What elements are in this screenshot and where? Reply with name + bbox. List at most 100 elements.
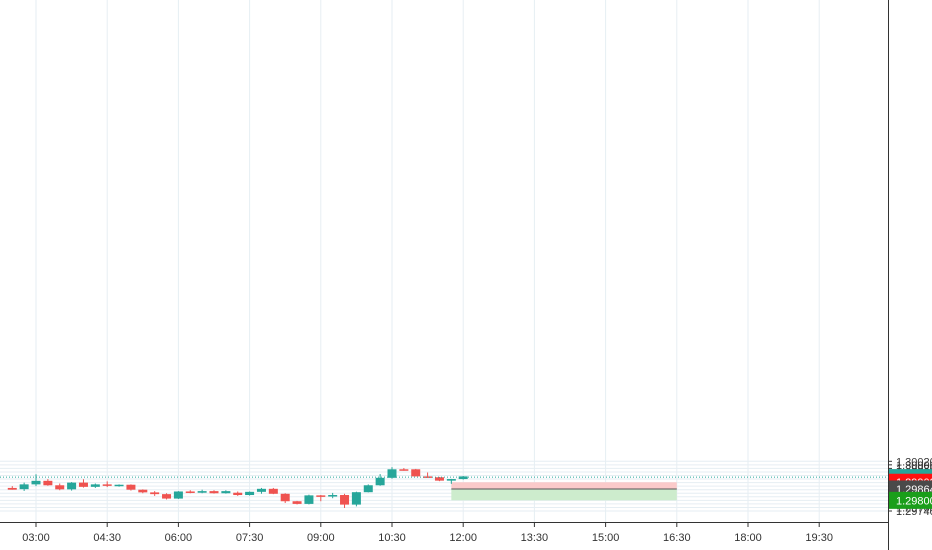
candle-bullish[interactable] bbox=[19, 482, 29, 491]
candle-body bbox=[126, 484, 136, 490]
candle-body bbox=[387, 469, 397, 478]
candle-body bbox=[316, 495, 326, 497]
candle-body bbox=[90, 484, 100, 487]
candle-bearish[interactable] bbox=[316, 495, 326, 502]
candle-body bbox=[78, 482, 88, 487]
candle-body bbox=[446, 479, 456, 481]
candle-body bbox=[19, 484, 29, 490]
candle-bearish[interactable] bbox=[7, 486, 17, 490]
candle-bullish[interactable] bbox=[173, 491, 183, 499]
candle-body bbox=[458, 476, 468, 480]
time-tick-label: 07:30 bbox=[236, 532, 264, 544]
price-tick-label: 1.30000 bbox=[896, 460, 932, 472]
grid-lines bbox=[0, 0, 888, 522]
candle-bullish[interactable] bbox=[256, 487, 266, 494]
candle-bearish[interactable] bbox=[126, 484, 136, 491]
candle-bullish[interactable] bbox=[363, 484, 373, 493]
candle-body bbox=[399, 469, 409, 471]
candle-bullish[interactable] bbox=[90, 483, 100, 488]
axes bbox=[0, 0, 889, 550]
time-tick-label: 13:30 bbox=[521, 532, 549, 544]
time-tick-label: 15:00 bbox=[592, 532, 620, 544]
time-tick-label: 09:00 bbox=[307, 532, 335, 544]
target-price-badge-text: 1.29800 bbox=[896, 495, 932, 507]
candle-body bbox=[375, 477, 385, 486]
candle-body bbox=[114, 484, 124, 487]
candle-body bbox=[43, 480, 53, 486]
time-tick-label: 04:30 bbox=[93, 532, 121, 544]
candle-bearish[interactable] bbox=[102, 481, 112, 488]
candle-bearish[interactable] bbox=[78, 479, 88, 488]
candle-bearish[interactable] bbox=[292, 500, 302, 505]
candle-body bbox=[268, 488, 278, 494]
price-tick-label: 1.29740 bbox=[896, 506, 932, 518]
time-tick-label: 06:00 bbox=[165, 532, 193, 544]
candle-body bbox=[31, 480, 41, 485]
candle-body bbox=[55, 485, 65, 490]
candle-bullish[interactable] bbox=[245, 491, 255, 496]
candle-bearish[interactable] bbox=[43, 479, 53, 486]
candle-bullish[interactable] bbox=[67, 482, 77, 491]
long-position-tool[interactable] bbox=[451, 482, 677, 501]
candle-body bbox=[173, 491, 183, 499]
target-price-badge-bg bbox=[889, 491, 932, 509]
time-tick-label: 18:00 bbox=[734, 532, 762, 544]
candle-body bbox=[256, 488, 266, 492]
candle-bullish[interactable] bbox=[458, 476, 468, 480]
candle-bullish[interactable] bbox=[304, 494, 314, 505]
candle-bullish[interactable] bbox=[387, 467, 397, 479]
candle-body bbox=[351, 492, 361, 505]
stop-loss-zone[interactable] bbox=[451, 482, 677, 489]
candle-body bbox=[221, 491, 231, 494]
candle-bearish[interactable] bbox=[399, 468, 409, 471]
candle-bearish[interactable] bbox=[138, 489, 148, 494]
candle-body bbox=[363, 485, 373, 493]
candle-bullish[interactable] bbox=[375, 474, 385, 486]
candle-body bbox=[304, 495, 314, 504]
candle-body bbox=[162, 494, 172, 499]
candle-body bbox=[102, 484, 112, 486]
time-tick-label: 12:00 bbox=[449, 532, 477, 544]
candle-bearish[interactable] bbox=[162, 493, 172, 500]
candle-bearish[interactable] bbox=[209, 490, 219, 494]
time-tick-label: 16:30 bbox=[663, 532, 691, 544]
candle-bullish[interactable] bbox=[197, 489, 207, 494]
candle-body bbox=[185, 491, 195, 493]
candle-bearish[interactable] bbox=[185, 490, 195, 494]
candle-bearish[interactable] bbox=[423, 472, 433, 478]
candle-bearish[interactable] bbox=[434, 476, 444, 482]
time-tick-label: 10:30 bbox=[378, 532, 406, 544]
candle-bearish[interactable] bbox=[233, 491, 243, 496]
candle-bearish[interactable] bbox=[55, 483, 65, 491]
candle-body bbox=[209, 491, 219, 494]
time-axis[interactable]: 03:00 04:30 06:00 07:30 09:00 10:30 12:00 13:30… bbox=[22, 522, 833, 544]
candle-body bbox=[138, 489, 148, 493]
price-tick-label: 1.30020 bbox=[896, 456, 932, 468]
candle-body bbox=[280, 493, 290, 502]
candle-body bbox=[340, 495, 350, 505]
candle-body bbox=[233, 492, 243, 496]
take-profit-zone[interactable] bbox=[451, 488, 677, 501]
candle-bearish[interactable] bbox=[411, 468, 421, 477]
candle-body bbox=[245, 491, 255, 496]
candle-body bbox=[7, 487, 17, 490]
candle-bullish[interactable] bbox=[446, 478, 456, 484]
candle-body bbox=[150, 492, 160, 495]
candle-bullish[interactable] bbox=[221, 490, 231, 494]
candle-bearish[interactable] bbox=[150, 491, 160, 496]
time-tick-label: 03:00 bbox=[22, 532, 50, 544]
candle-body bbox=[67, 482, 77, 490]
candle-bullish[interactable] bbox=[351, 491, 361, 507]
candle-bullish[interactable] bbox=[114, 484, 124, 487]
candle-body bbox=[423, 476, 433, 478]
candle-bullish[interactable] bbox=[328, 492, 338, 499]
candle-bullish[interactable] bbox=[31, 474, 41, 487]
candle-body bbox=[197, 491, 207, 493]
candle-bearish[interactable] bbox=[340, 493, 350, 508]
candles[interactable] bbox=[7, 467, 468, 508]
target-price-badge: 1.29800 bbox=[889, 491, 932, 509]
candle-bearish[interactable] bbox=[280, 493, 290, 504]
candle-bearish[interactable] bbox=[268, 487, 278, 495]
